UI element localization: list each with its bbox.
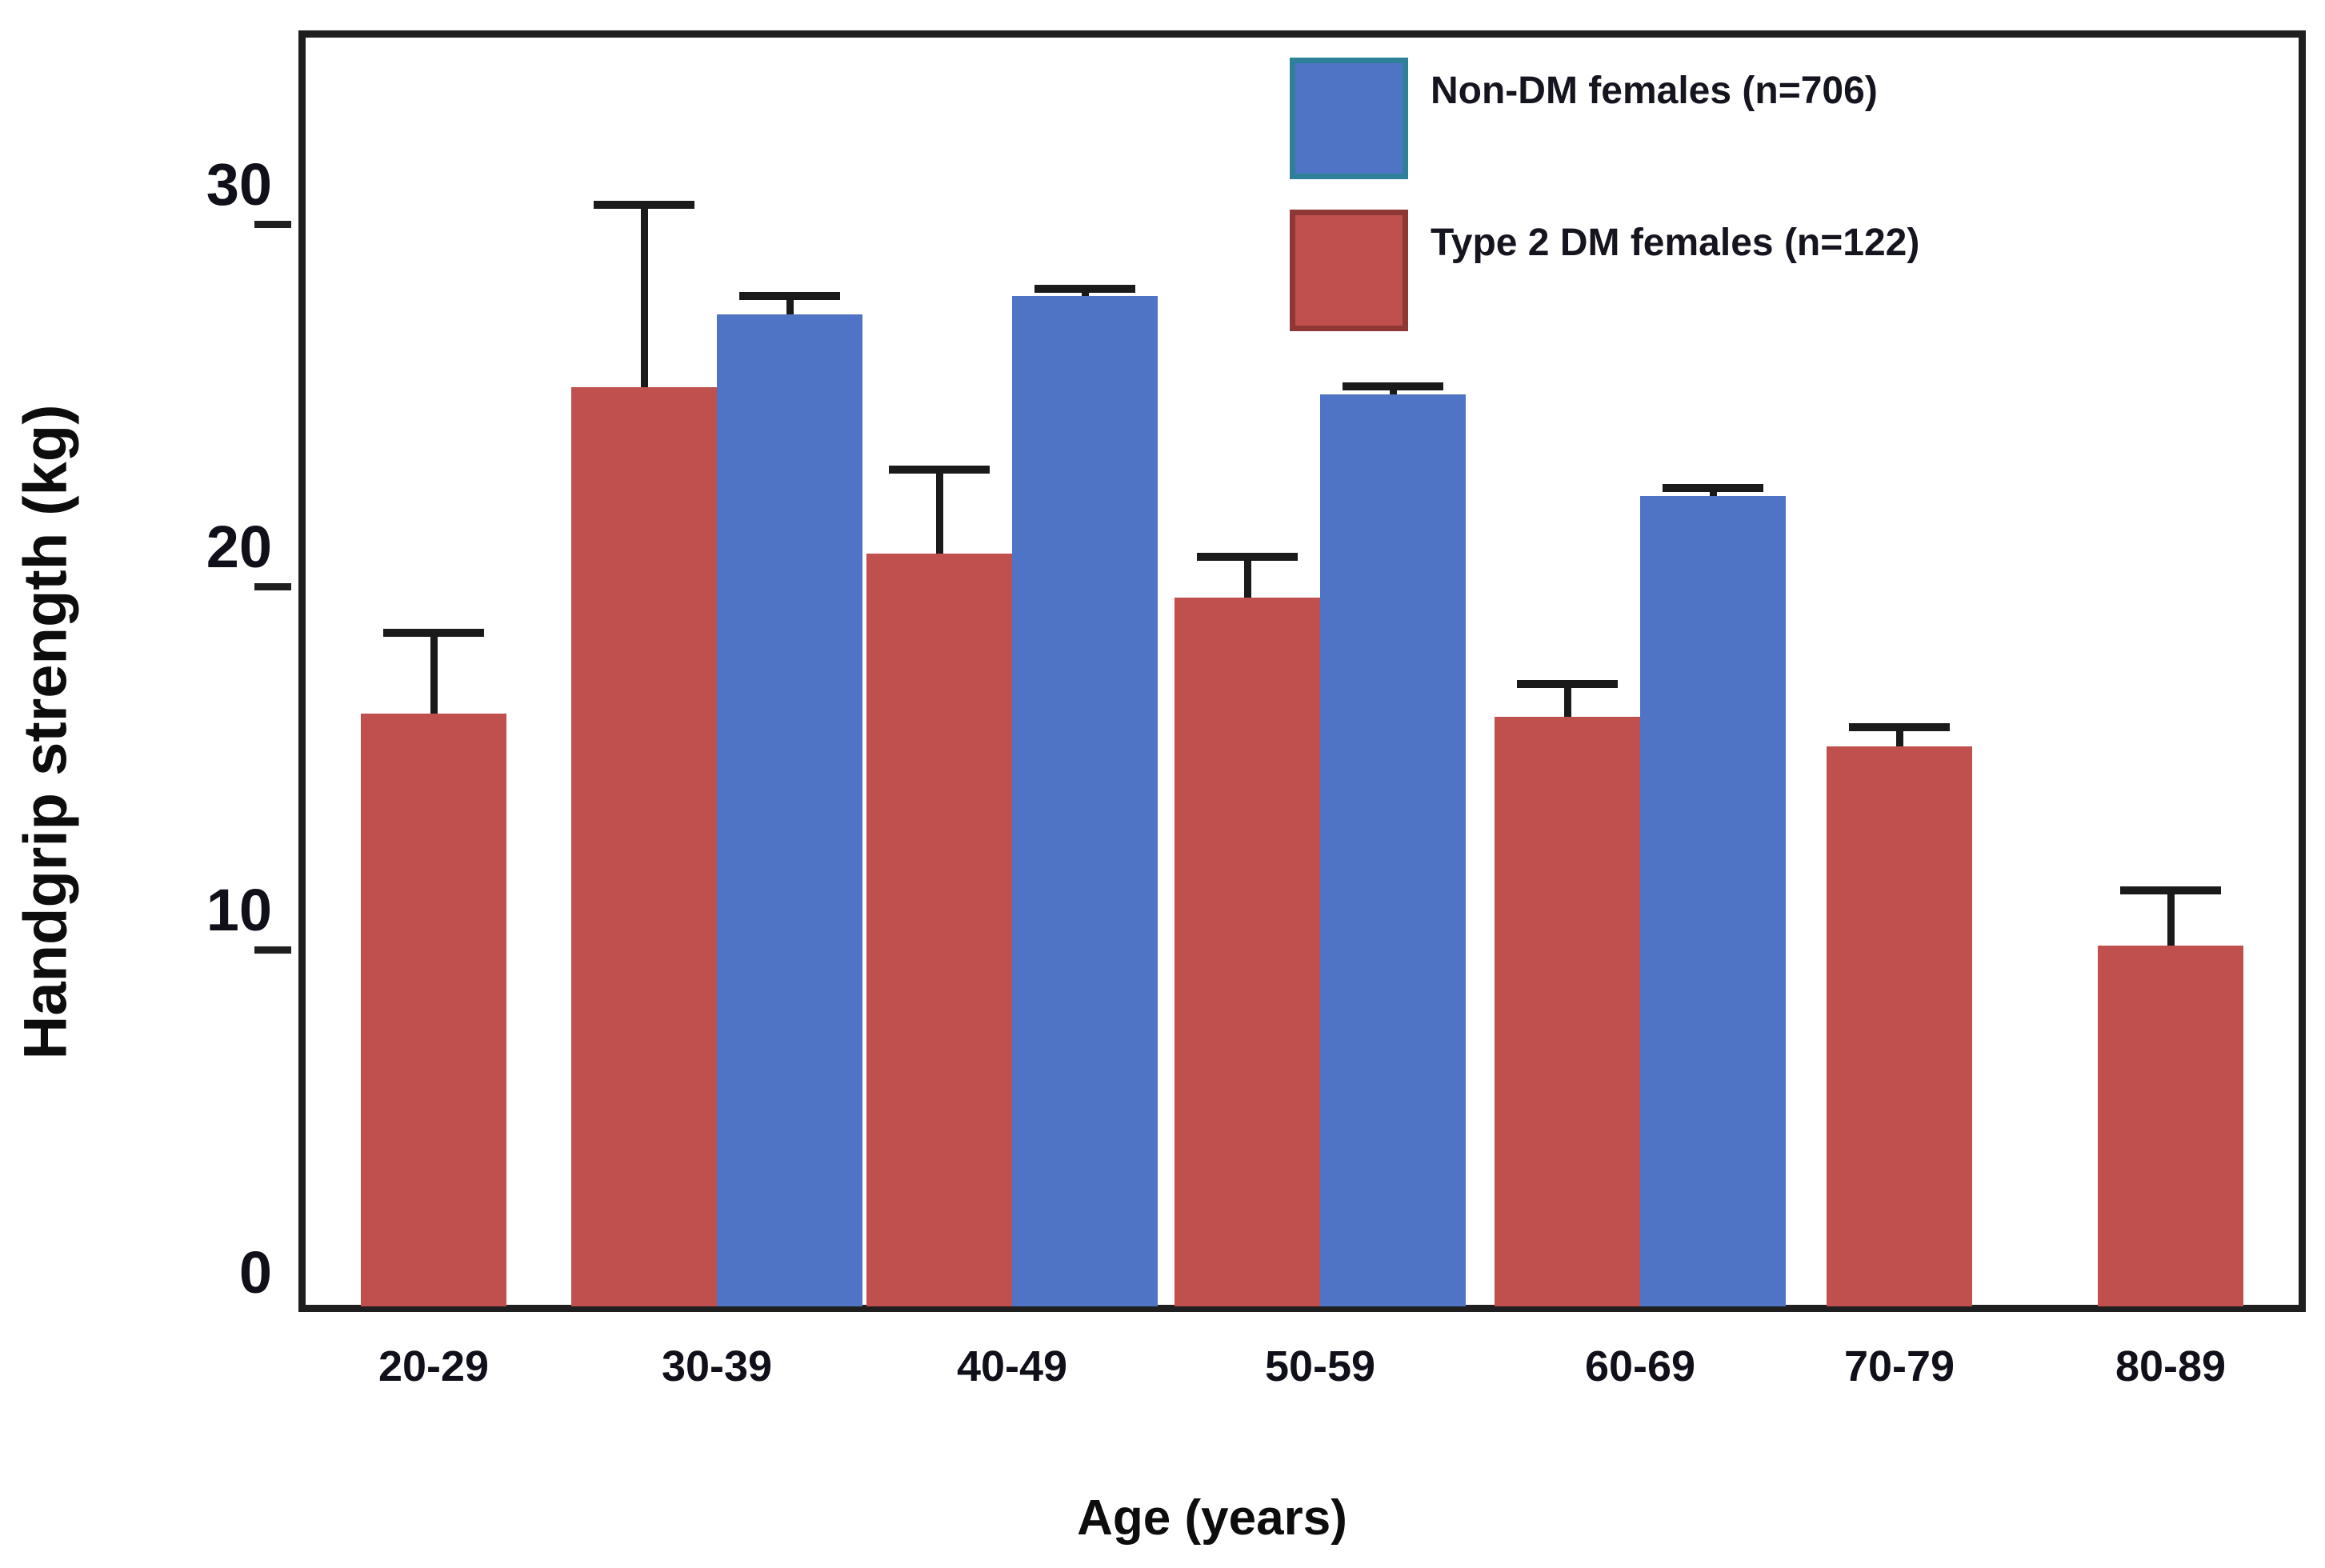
bar-type2-dm-80-89 xyxy=(2098,945,2243,1306)
x-tick-label-20-29: 20-29 xyxy=(378,1342,490,1390)
y-tick-label-20: 20 xyxy=(206,514,272,580)
error-bar-line-type2-dm-40-49 xyxy=(935,466,943,554)
x-tick-label-60-69: 60-69 xyxy=(1584,1342,1696,1390)
bar-type2-dm-70-79 xyxy=(1827,746,1972,1306)
bar-non-dm-40-49 xyxy=(1012,296,1158,1306)
y-tick-label-10: 10 xyxy=(206,876,272,943)
x-tick-label-50-59: 50-59 xyxy=(1264,1342,1376,1390)
error-bar-line-type2-dm-30-39 xyxy=(640,202,648,387)
error-bar-cap-non-dm-60-69 xyxy=(1663,484,1763,493)
error-bar-line-type2-dm-60-69 xyxy=(1563,680,1571,718)
error-bar-cap-type2-dm-50-59 xyxy=(1197,553,1298,562)
error-bar-line-type2-dm-20-29 xyxy=(430,630,438,714)
legend-label-type2-dm: Type 2 DM females (n=122) xyxy=(1431,222,1920,264)
error-bar-cap-non-dm-30-39 xyxy=(739,291,840,300)
error-bar-cap-type2-dm-80-89 xyxy=(2120,886,2221,895)
plot-spine-bottom xyxy=(298,1305,2306,1312)
x-axis-title: Age (years) xyxy=(1077,1490,1347,1546)
error-bar-cap-type2-dm-30-39 xyxy=(594,201,694,210)
error-bar-cap-type2-dm-60-69 xyxy=(1517,679,1618,688)
legend-swatch-type2-dm xyxy=(1290,210,1408,331)
y-tick-30 xyxy=(254,220,291,228)
plot-spine-top xyxy=(298,30,2306,38)
error-bar-cap-type2-dm-40-49 xyxy=(889,466,990,474)
bar-type2-dm-60-69 xyxy=(1495,717,1640,1306)
y-tick-label-0: 0 xyxy=(238,1239,272,1306)
bar-non-dm-50-59 xyxy=(1320,394,1466,1306)
bar-type2-dm-40-49 xyxy=(866,554,1012,1306)
error-bar-line-type2-dm-50-59 xyxy=(1243,554,1251,598)
error-bar-cap-type2-dm-70-79 xyxy=(1849,723,1950,732)
bar-non-dm-60-69 xyxy=(1640,495,1786,1306)
plot-area xyxy=(254,30,2306,1312)
y-tick-20 xyxy=(254,583,291,590)
bar-type2-dm-30-39 xyxy=(571,386,717,1306)
legend-swatch-non-dm xyxy=(1290,58,1408,179)
error-bar-cap-non-dm-40-49 xyxy=(1034,284,1135,293)
plot-spine-right xyxy=(2299,30,2306,1312)
x-tick-label-40-49: 40-49 xyxy=(956,1342,1068,1390)
y-axis-title: Handgrip strength (kg) xyxy=(11,404,80,1060)
legend-label-non-dm: Non-DM females (n=706) xyxy=(1431,70,1878,112)
bar-type2-dm-20-29 xyxy=(361,713,506,1306)
bar-non-dm-30-39 xyxy=(717,314,862,1306)
x-tick-label-30-39: 30-39 xyxy=(661,1342,773,1390)
plot-spine-left xyxy=(298,30,306,1312)
bar-type2-dm-50-59 xyxy=(1175,597,1320,1306)
error-bar-cap-non-dm-50-59 xyxy=(1343,382,1443,391)
error-bar-line-type2-dm-80-89 xyxy=(2167,887,2175,946)
y-tick-label-30: 30 xyxy=(206,150,272,218)
error-bar-line-non-dm-30-39 xyxy=(786,292,794,314)
x-tick-label-70-79: 70-79 xyxy=(1843,1342,1955,1390)
x-tick-label-80-89: 80-89 xyxy=(2115,1342,2227,1390)
y-tick-10 xyxy=(254,946,291,954)
error-bar-line-type2-dm-70-79 xyxy=(1895,724,1903,746)
error-bar-cap-type2-dm-20-29 xyxy=(383,629,484,638)
